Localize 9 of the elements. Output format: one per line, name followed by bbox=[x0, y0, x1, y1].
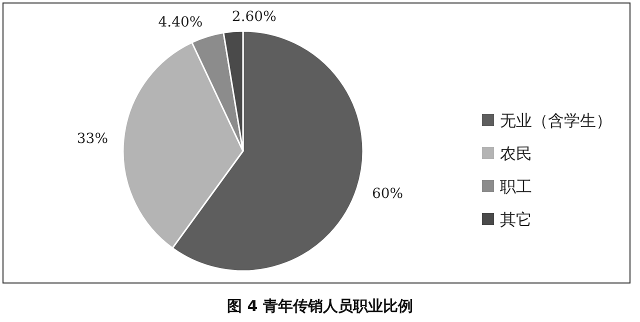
legend-label: 无业（含学生） bbox=[500, 111, 612, 130]
legend-label: 其它 bbox=[500, 210, 532, 229]
data-label: 60% bbox=[372, 186, 404, 202]
data-label: 4.40% bbox=[158, 14, 203, 31]
text: 图 4 青年传销人员职业比例 bbox=[227, 297, 413, 315]
data-label: 2.60% bbox=[232, 8, 276, 25]
legend-label: 农民 bbox=[500, 144, 532, 163]
legend-label: 职工 bbox=[500, 177, 532, 196]
data-label: 33% bbox=[76, 131, 108, 148]
